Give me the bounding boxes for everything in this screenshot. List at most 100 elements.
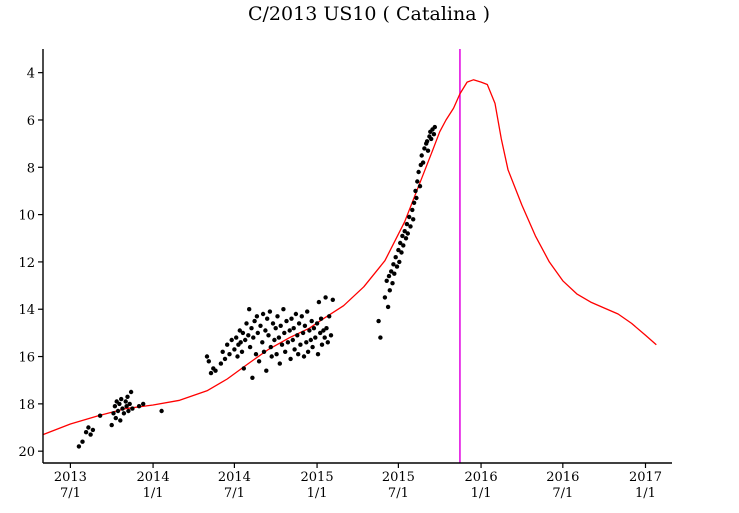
observation-point	[432, 124, 437, 130]
observation-point	[269, 354, 274, 359]
observation-point	[290, 337, 295, 343]
observation-point	[260, 340, 265, 345]
y-tick-label: 4	[27, 67, 35, 82]
observation-point	[281, 307, 286, 312]
observation-point	[417, 184, 423, 189]
observation-point	[240, 330, 246, 336]
x-tick-year: 2015	[301, 470, 334, 485]
observation-point	[270, 321, 276, 326]
observation-point	[398, 240, 403, 246]
observation-point	[256, 359, 262, 364]
observation-point	[109, 422, 114, 428]
observation-point	[76, 444, 82, 449]
observation-point	[413, 188, 418, 194]
x-tick-year: 2013	[54, 470, 87, 485]
observation-point	[285, 340, 291, 345]
observation-point	[323, 295, 328, 300]
observation-point	[90, 427, 96, 433]
y-tick-label: 18	[18, 398, 35, 413]
observation-point	[299, 314, 304, 319]
observation-point	[415, 179, 420, 184]
observation-point	[241, 366, 246, 371]
observation-point	[410, 207, 415, 213]
observation-point	[244, 321, 249, 326]
x-tick-year: 2015	[382, 470, 415, 485]
observation-point	[206, 359, 211, 364]
observation-point	[247, 344, 253, 350]
prediction-curve-group	[42, 79, 657, 436]
x-axis-ticks: 20137/120141/120147/120151/120157/120161…	[54, 463, 662, 501]
observation-point	[411, 217, 416, 222]
observation-point	[225, 342, 230, 347]
observation-point	[126, 408, 131, 414]
observation-point	[304, 340, 309, 345]
observation-point	[120, 406, 125, 411]
x-tick-year: 2017	[629, 470, 662, 485]
observation-point	[392, 271, 397, 276]
observation-point	[416, 169, 421, 175]
observation-point	[119, 396, 124, 402]
y-tick-label: 10	[18, 209, 35, 224]
observation-point	[283, 349, 288, 354]
observation-point	[130, 406, 135, 411]
observation-point	[394, 264, 400, 269]
observation-point	[265, 316, 270, 321]
observation-point	[382, 295, 388, 300]
observation-point	[431, 132, 437, 137]
observation-point	[278, 323, 283, 328]
observation-point	[125, 394, 130, 399]
observation-point	[400, 233, 405, 239]
observation-point	[275, 314, 280, 319]
observation-point	[253, 352, 259, 357]
observation-point	[318, 330, 323, 336]
x-tick-monthday: 7/1	[224, 486, 245, 501]
x-tick-year: 2014	[137, 470, 170, 485]
observation-point	[309, 318, 314, 324]
observation-point	[404, 221, 410, 227]
prediction-curve	[42, 79, 657, 436]
observation-point	[258, 323, 263, 328]
observation-point	[408, 224, 413, 229]
y-tick-label: 20	[18, 445, 35, 460]
observation-point	[254, 314, 260, 319]
observation-point	[405, 231, 410, 236]
observation-point	[419, 153, 424, 158]
observation-point	[376, 318, 381, 324]
observation-point	[235, 354, 240, 359]
observation-point	[305, 309, 310, 314]
observations-group	[76, 124, 437, 449]
observation-point	[319, 342, 325, 347]
observation-point	[289, 316, 294, 321]
observation-point	[318, 316, 324, 321]
observation-point	[115, 408, 121, 414]
observation-point	[113, 415, 119, 421]
observation-point	[402, 229, 407, 234]
observation-point	[424, 139, 430, 144]
observation-point	[315, 352, 321, 357]
observation-point	[246, 333, 251, 338]
y-axis-ticks: 4 6 8 10 12 14 16 18 20	[18, 67, 43, 460]
x-tick-monthday: 7/1	[388, 486, 409, 501]
observation-point	[111, 411, 116, 416]
observation-point	[80, 439, 85, 444]
observation-point	[159, 408, 164, 414]
observation-point	[393, 255, 398, 260]
observation-point	[328, 333, 334, 338]
y-tick-label: 16	[18, 351, 35, 366]
observation-point	[396, 247, 401, 253]
observation-point	[141, 401, 146, 407]
observation-point	[307, 328, 312, 333]
observation-point	[305, 349, 311, 354]
observation-point	[238, 340, 243, 345]
observation-point	[237, 328, 242, 333]
observation-point	[274, 352, 279, 357]
x-tick-year: 2016	[465, 470, 498, 485]
observation-point	[302, 323, 308, 328]
observation-point	[300, 330, 306, 336]
observation-point	[227, 352, 232, 357]
observation-point	[325, 340, 330, 345]
x-tick-monthday: 7/1	[552, 486, 573, 501]
observation-point	[314, 321, 320, 326]
observation-point	[311, 326, 317, 331]
